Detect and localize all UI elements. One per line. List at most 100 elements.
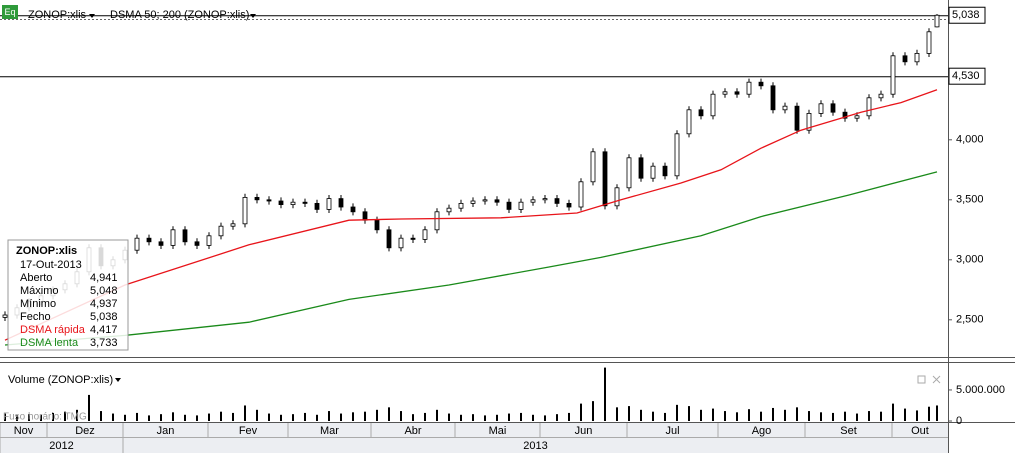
volume-bar [268,413,270,421]
maximize-button[interactable] [917,375,926,384]
candle-body [398,237,404,249]
candle-body [326,198,332,210]
volume-bar [316,414,318,421]
moving-average [4,171,938,346]
candle-body [614,187,620,207]
volume-bar [448,413,450,421]
tooltip-value: 4,937 [90,298,118,310]
volume-bar [376,409,378,421]
volume-bar [172,412,174,421]
month-label: Jan [157,425,175,437]
volume-bar [832,412,834,421]
volume-bar [412,414,414,421]
dropdown-arrow[interactable] [250,14,256,18]
volume-bar [424,412,426,421]
volume-bar [712,408,714,421]
volume-bar [388,407,390,421]
volume-bar [160,414,162,421]
year-label: 2013 [523,440,547,452]
volume-bar [592,401,594,421]
candle-body [578,181,584,208]
volume-tick-label: 0 [956,415,962,427]
candle-body [638,157,644,179]
volume-bar [628,406,630,421]
volume-bar [28,414,30,421]
candle-body [458,202,464,209]
tooltip-date: 17-Out-2013 [20,259,82,271]
volume-bar [484,415,486,421]
candle-body [698,109,704,117]
volume-bar [244,405,246,421]
volume-title[interactable]: Volume (ZONOP:xlis) [8,374,113,386]
tooltip-series-name: DSMA rápida [20,324,86,336]
candle-body [494,199,500,203]
dropdown-arrow[interactable] [115,378,121,382]
volume-bar [544,415,546,421]
candle-body [530,199,536,203]
month-label: Abr [404,425,421,437]
candle-body [818,103,824,114]
volume-bar [304,412,306,421]
candle-body [278,200,284,205]
volume-bar [256,409,258,421]
tooltip-value: 5,038 [90,311,118,323]
y-tick-label: 2,500 [956,314,984,326]
indicator[interactable]: DSMA 50; 200 (ZONOP:xlis) [110,9,249,21]
candle-body [446,207,452,213]
volume-bar [328,411,330,421]
tooltip-box [7,239,129,351]
symbol[interactable]: ZONOP:xlis [28,9,87,21]
volume-bar [472,414,474,421]
volume-bar [568,412,570,421]
candle-body [206,235,212,246]
volume-bar [880,411,882,421]
tooltip-series-value: 4,417 [90,324,118,336]
volume-bar [784,409,786,421]
volume-bar [892,403,894,421]
candle-body [686,109,692,135]
volume-bar [364,411,366,421]
close-button[interactable] [932,375,941,384]
volume-bar [904,408,906,421]
candle-body [902,55,908,63]
candle-body [2,314,8,318]
tooltip-name: Mínimo [20,298,56,310]
volume-bar [916,410,918,421]
candle-body [830,103,836,113]
volume-bar [772,407,774,421]
candle-body [662,165,668,177]
month-label: Fev [239,425,258,437]
candle-body [914,53,920,63]
eq-icon[interactable] [2,5,18,19]
tooltip-title: ZONOP:xlis [16,245,77,257]
volume-bar [280,414,282,421]
candle-body [194,241,200,246]
candle-body [722,91,728,95]
eq-icon-label: Eq [4,7,15,17]
candle-body [602,151,608,207]
candle-body [806,113,812,131]
price-marker-box [948,67,986,85]
dropdown-arrow[interactable] [89,14,95,18]
volume-bar [796,407,798,421]
volume-bar [760,411,762,421]
month-label: Ago [752,425,772,437]
volume-bar [232,412,234,421]
volume-bar [352,412,354,421]
volume-bar [400,411,402,421]
candle-body [770,85,776,111]
candle-body [386,229,392,249]
volume-bar [292,414,294,421]
y-tick-label: 3,500 [956,194,984,206]
price-marker-label: 4,530 [952,70,980,82]
volume-bar [520,412,522,421]
volume-bar [700,409,702,421]
month-label: Mar [320,425,339,437]
volume-bar [856,413,858,421]
candle-body [242,196,248,225]
volume-bar [688,406,690,421]
candle-body [926,31,932,54]
candle-body [350,206,356,213]
volume-bar [460,414,462,421]
candle-body [302,201,308,204]
